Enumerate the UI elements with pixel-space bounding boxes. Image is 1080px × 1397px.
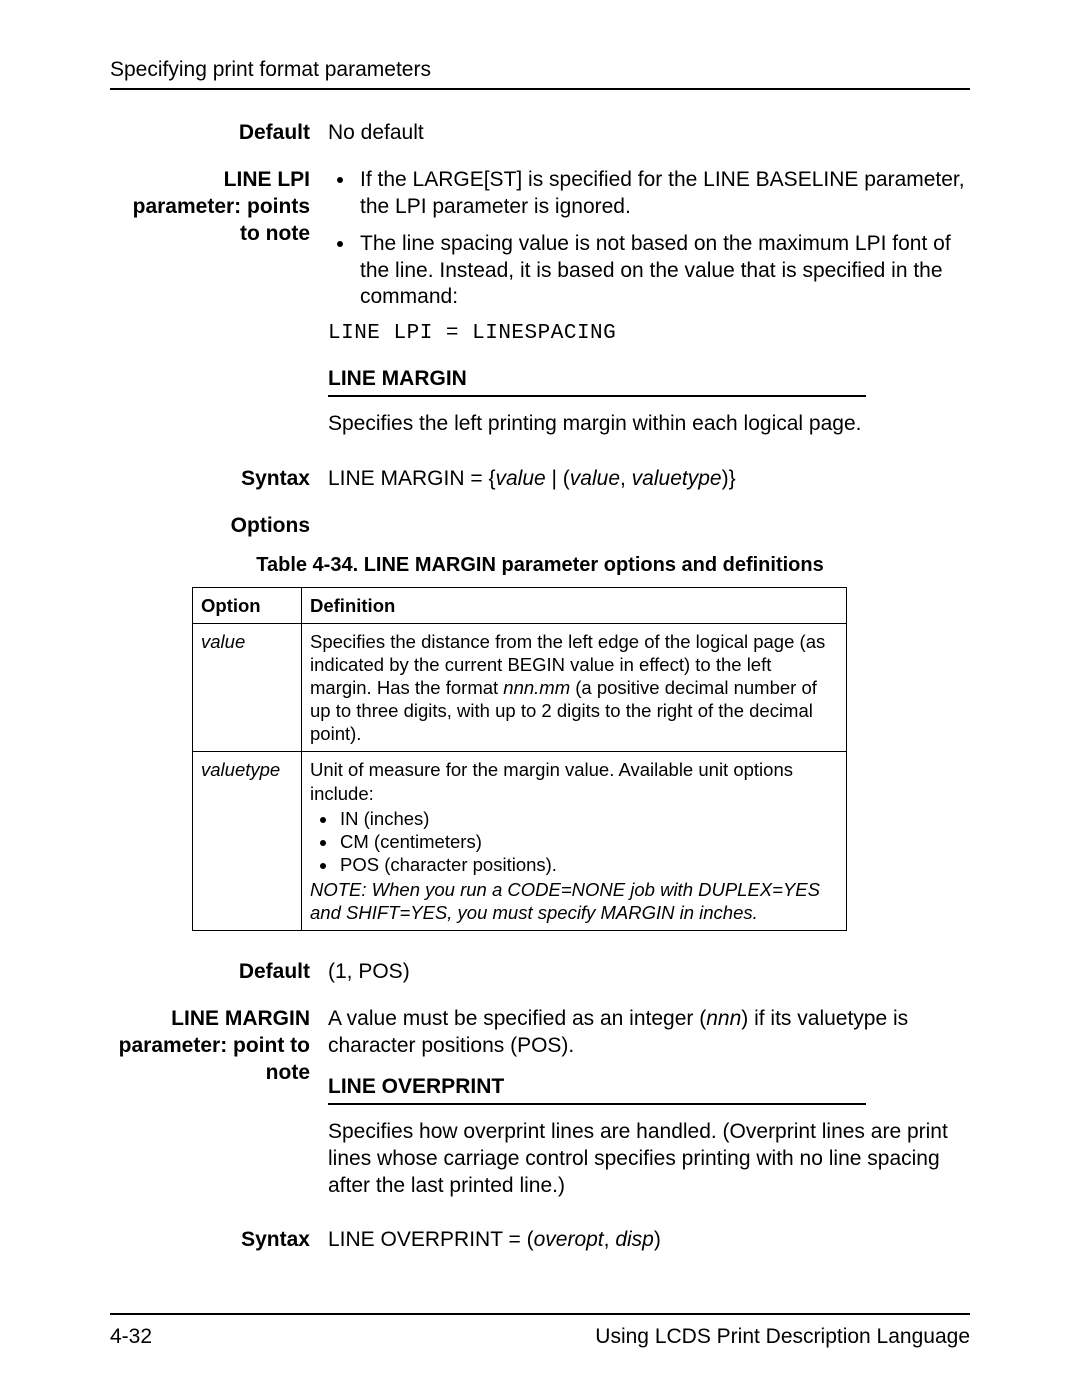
label-margin-note: LINE MARGIN parameter: point to note [110,1006,328,1213]
syntax-1-content: LINE MARGIN = {value | (value, valuetype… [328,466,970,493]
label-default-1: Default [110,120,328,147]
running-head: Specifying print format parameters [110,58,970,82]
label-lpi-notes: LINE LPI parameter: points to note [110,167,328,452]
unit-item: POS (character positions). [338,853,838,876]
label-options: Options [110,513,328,540]
syntax1-v2: value [570,467,620,490]
rule-line-margin [328,395,866,397]
syntax1-suffix: )} [722,467,736,490]
syntax1-prefix: LINE MARGIN = { [328,467,495,490]
syntax2-v1: overopt [534,1228,604,1251]
margin-note-it: nnn [706,1007,741,1030]
page-number: 4-32 [110,1325,152,1349]
heading-line-margin: LINE MARGIN [328,366,970,393]
table-row: value Specifies the distance from the le… [193,623,847,752]
desc-line-margin: Specifies the left printing margin withi… [328,411,970,438]
rule-line-overprint [328,1103,866,1105]
unit-item: CM (centimeters) [338,830,838,853]
heading-line-overprint: LINE OVERPRINT [328,1074,970,1101]
footer-title: Using LCDS Print Description Language [595,1325,970,1349]
text-default-1: No default [328,120,970,147]
options-placeholder [328,513,970,540]
opt-cell-valuetype: valuetype [193,752,302,931]
lpi-notes-content: If the LARGE[ST] is specified for the LI… [328,167,970,452]
def-cell-value: Specifies the distance from the left edg… [302,623,847,752]
th-option: Option [193,587,302,623]
table-caption: Table 4-34. LINE MARGIN parameter option… [110,554,970,577]
label-default-2: Default [110,959,328,986]
header-rule [110,88,970,90]
th-definition: Definition [302,587,847,623]
lpi-code: LINE LPI = LINESPACING [328,321,970,348]
desc-line-overprint: Specifies how overprint lines are handle… [328,1119,970,1200]
row1-it: nnn.mm [503,677,570,698]
margin-note-content: A value must be specified as an integer … [328,1006,970,1213]
footer-rule [110,1313,970,1315]
row2-note: NOTE: When you run a CODE=NONE job with … [310,879,820,923]
def-cell-valuetype: Unit of measure for the margin value. Av… [302,752,847,931]
syntax2-sep: , [604,1228,616,1251]
syntax1-sep: , [620,467,632,490]
page-footer: 4-32 Using LCDS Print Description Langua… [110,1313,970,1349]
syntax2-v2: disp [615,1228,654,1251]
syntax1-v1: value [495,467,545,490]
options-table: Option Definition value Specifies the di… [192,587,847,932]
lpi-note-2-text: The line spacing value is not based on t… [360,232,951,309]
syntax2-prefix: LINE OVERPRINT = ( [328,1228,534,1251]
label-syntax-1: Syntax [110,466,328,493]
table-header-row: Option Definition [193,587,847,623]
unit-item: IN (inches) [338,807,838,830]
label-syntax-2: Syntax [110,1227,328,1254]
table-row: valuetype Unit of measure for the margin… [193,752,847,931]
opt-cell-value: value [193,623,302,752]
row2-lead: Unit of measure for the margin value. Av… [310,759,793,803]
syntax1-mid: | ( [546,467,570,490]
margin-note-a: A value must be specified as an integer … [328,1007,706,1030]
syntax1-v3: valuetype [632,467,722,490]
syntax2-suffix: ) [654,1228,661,1251]
lpi-note-1: If the LARGE[ST] is specified for the LI… [356,167,970,221]
syntax-2-content: LINE OVERPRINT = (overopt, disp) [328,1227,970,1254]
lpi-note-2: The line spacing value is not based on t… [356,231,970,312]
text-default-2: (1, POS) [328,959,970,986]
